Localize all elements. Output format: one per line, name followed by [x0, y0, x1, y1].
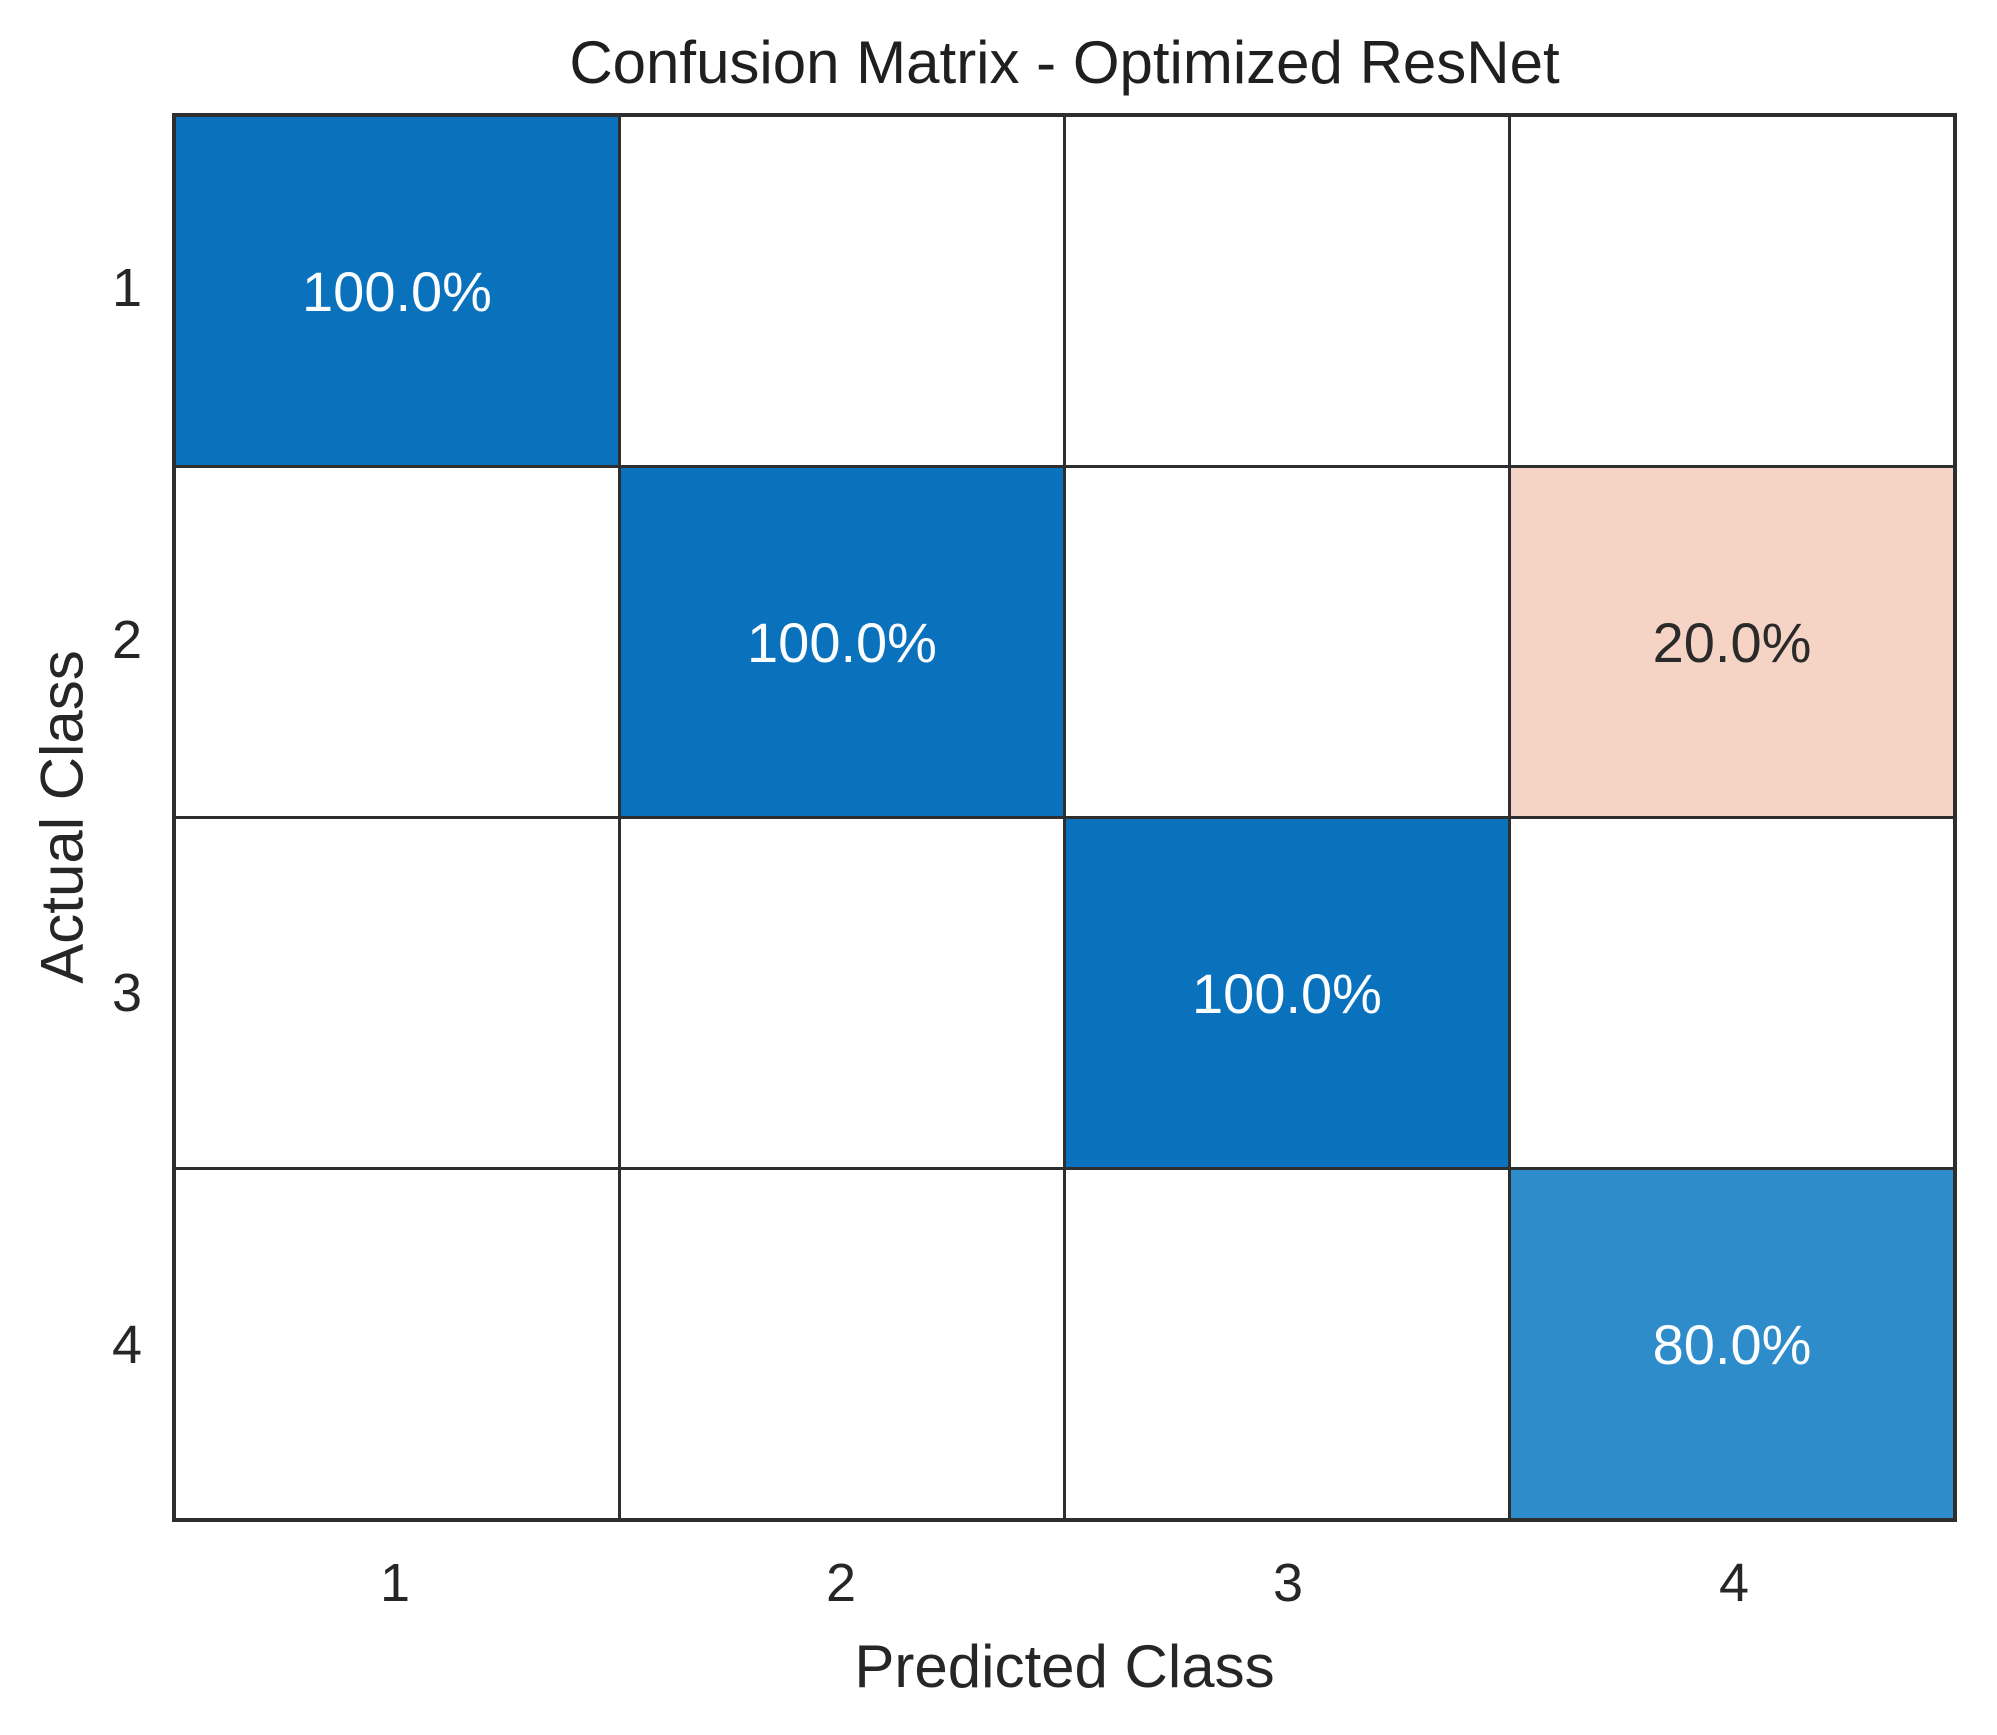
y-axis-label: Actual Class: [28, 650, 96, 984]
x-tick-3: 3: [1272, 1553, 1304, 1613]
matrix-cell-r4c1: [176, 1170, 618, 1518]
matrix-cell-r3c4: [1511, 819, 1953, 1167]
matrix-cell-r1c3: [1066, 117, 1508, 465]
matrix-cell-r4c2: [621, 1170, 1063, 1518]
x-tick-4: 4: [1718, 1553, 1750, 1613]
matrix-cell-r3c3: 100.0%: [1066, 819, 1508, 1167]
x-tick-2: 2: [825, 1553, 857, 1613]
confusion-matrix-grid: 100.0% 100.0% 20.0% 100.0% 80.0%: [172, 113, 1957, 1522]
matrix-cell-r3c2: [621, 819, 1063, 1167]
y-tick-3: 3: [111, 962, 142, 1023]
y-tick-2: 2: [111, 609, 142, 670]
y-tick-1: 1: [111, 257, 142, 318]
matrix-cell-r1c1: 100.0%: [176, 117, 618, 465]
matrix-cell-r1c2: [621, 117, 1063, 465]
matrix-cell-r2c1: [176, 468, 618, 816]
x-tick-1: 1: [379, 1553, 411, 1613]
matrix-cell-r3c1: [176, 819, 618, 1167]
y-tick-4: 4: [111, 1314, 142, 1375]
x-axis-label: Predicted Class: [854, 1633, 1275, 1700]
matrix-cell-r4c4: 80.0%: [1511, 1170, 1953, 1518]
matrix-cell-r2c2: 100.0%: [621, 468, 1063, 816]
matrix-cell-r4c3: [1066, 1170, 1508, 1518]
chart-title: Confusion Matrix - Optimized ResNet: [569, 29, 1560, 96]
matrix-cell-r2c4: 20.0%: [1511, 468, 1953, 816]
matrix-cell-r1c4: [1511, 117, 1953, 465]
matrix-cell-r2c3: [1066, 468, 1508, 816]
